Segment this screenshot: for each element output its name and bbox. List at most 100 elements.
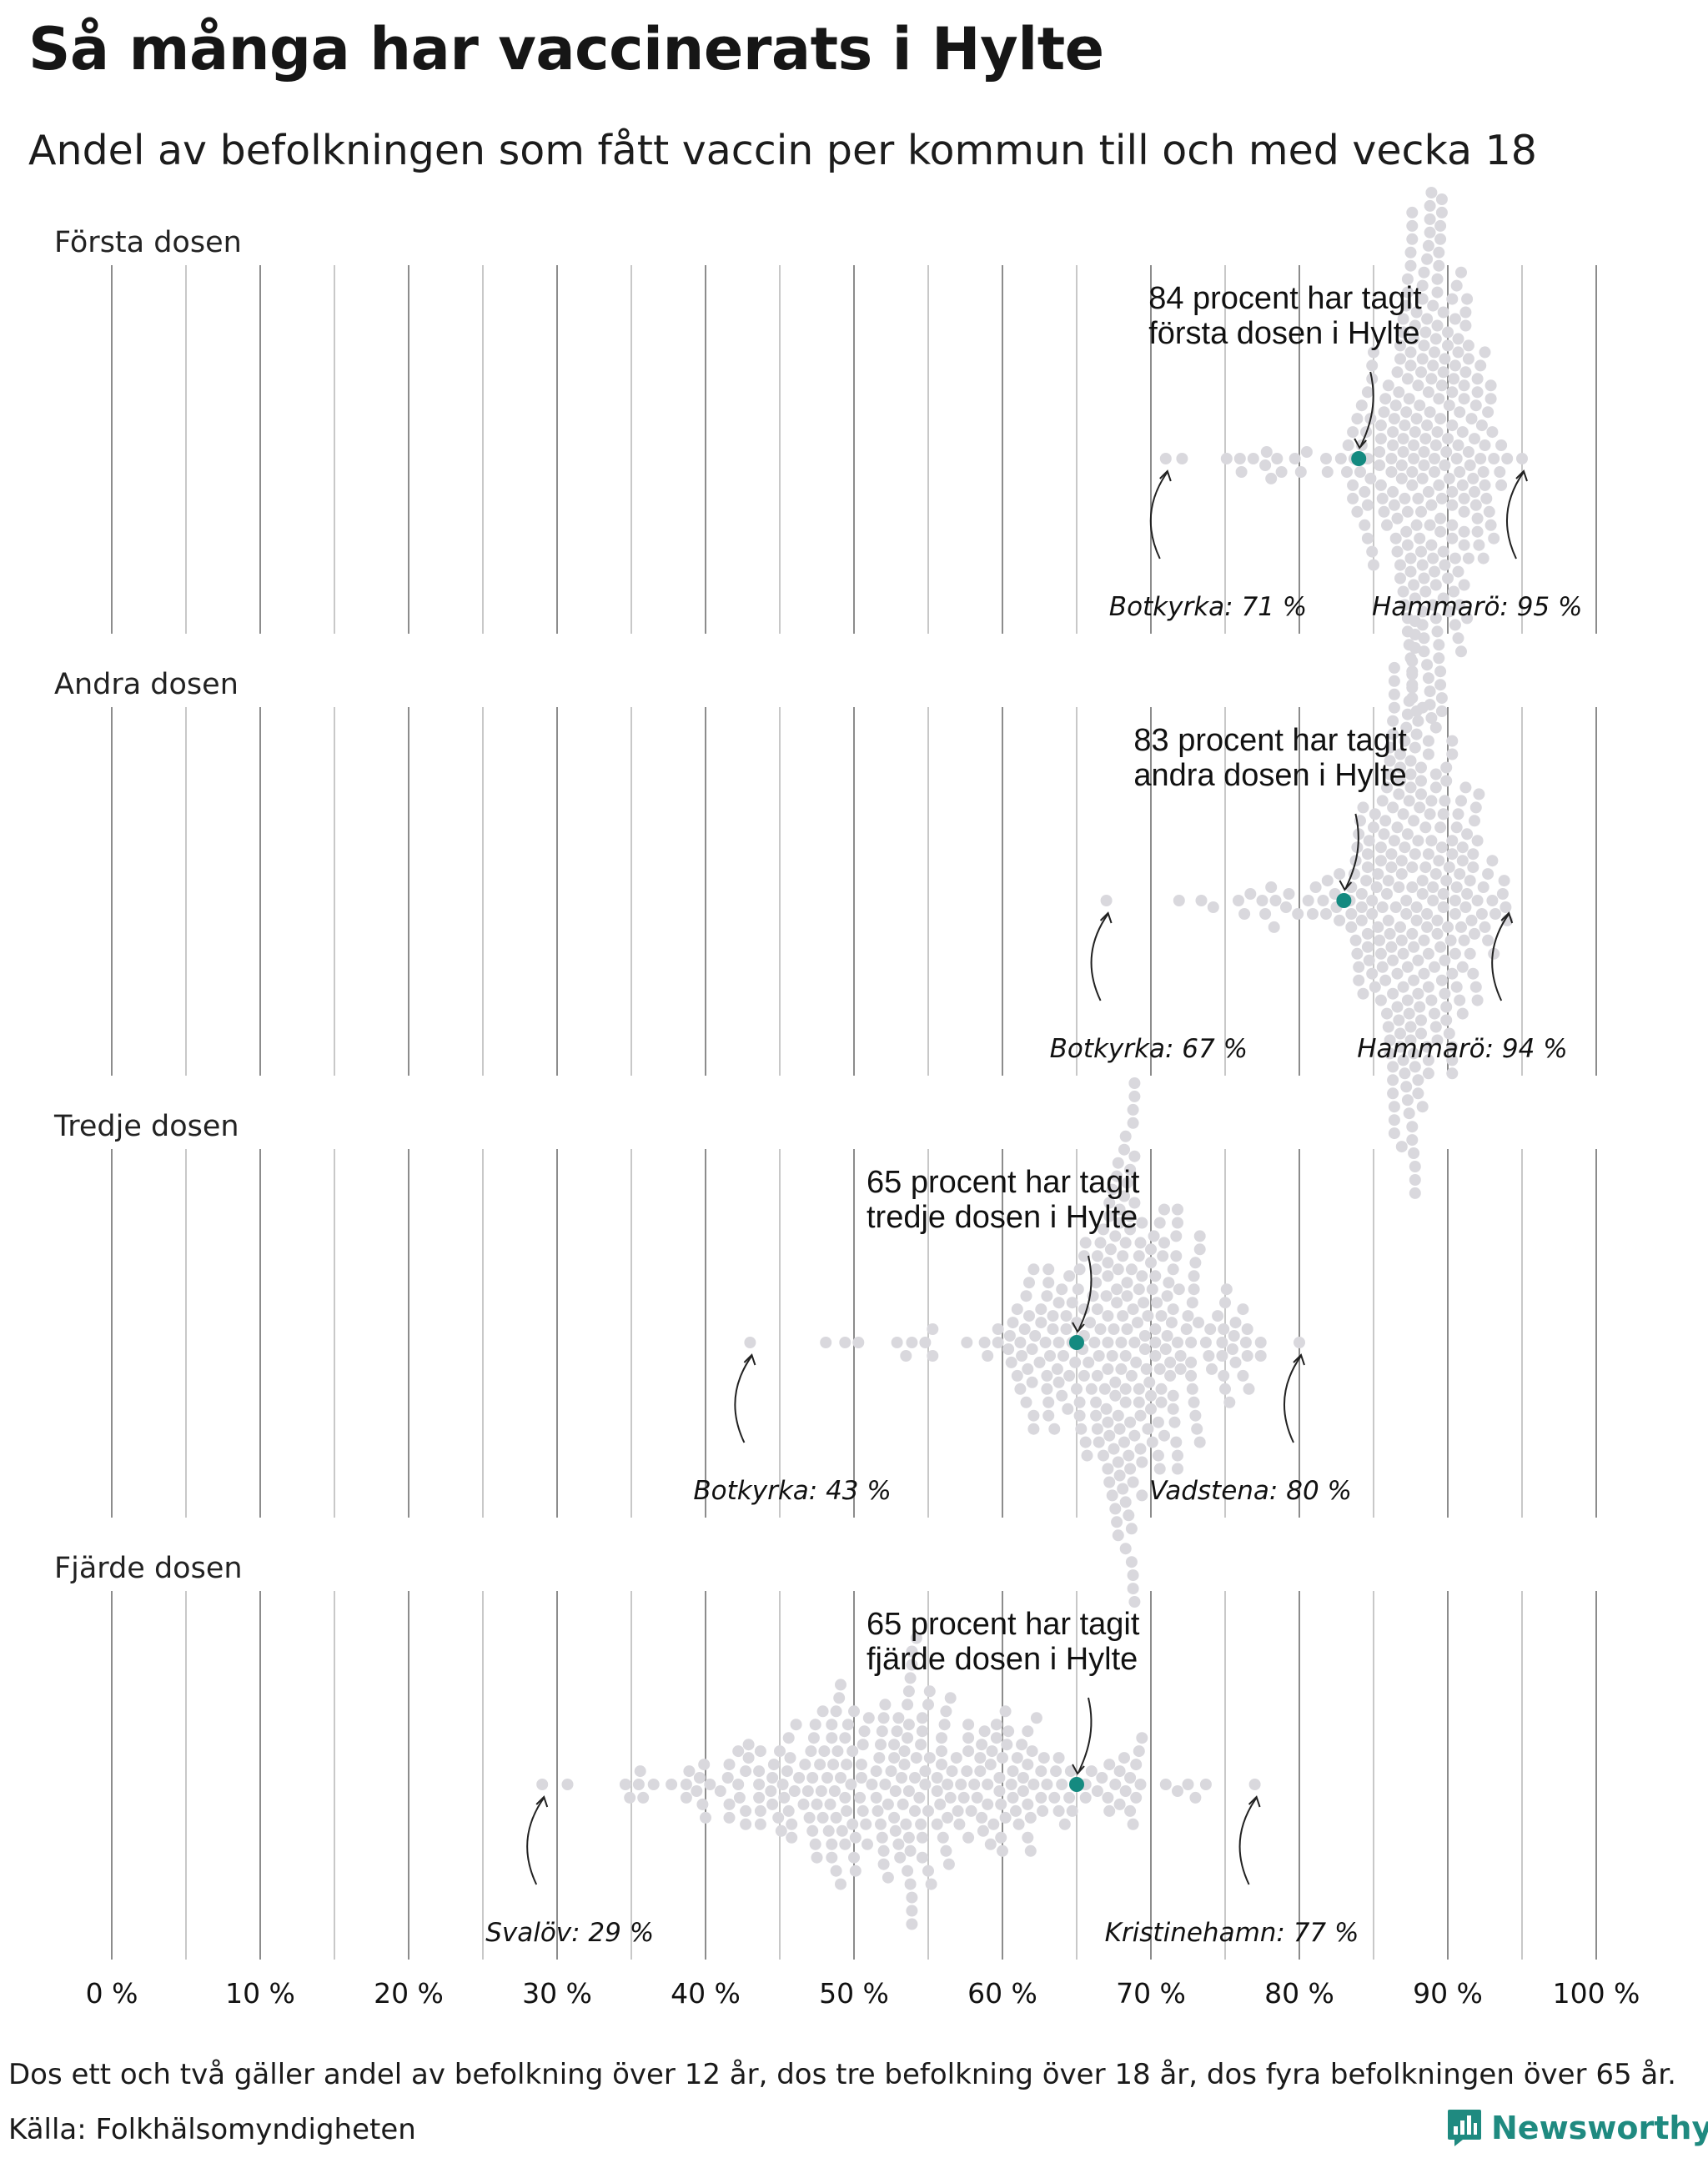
municipality-dot: [1170, 1230, 1183, 1242]
municipality-dot: [1394, 1041, 1406, 1053]
municipality-dot: [1039, 1337, 1052, 1348]
municipality-dot: [1443, 1027, 1455, 1040]
municipality-dot: [1446, 485, 1459, 498]
municipality-dot: [1193, 1436, 1206, 1448]
municipality-dot: [962, 1732, 975, 1744]
municipality-dot: [1434, 512, 1447, 524]
municipality-dot: [1433, 259, 1445, 272]
municipality-dot: [1176, 453, 1188, 464]
municipality-dot: [820, 1337, 832, 1348]
municipality-dot: [1403, 695, 1415, 707]
municipality-dot: [1125, 1523, 1138, 1535]
municipality-dot: [1185, 1369, 1198, 1382]
municipality-dot: [1073, 1396, 1086, 1408]
municipality-dot: [1416, 472, 1429, 484]
municipality-dot: [1410, 519, 1423, 531]
municipality-dot: [1433, 855, 1445, 867]
municipality-dot: [1394, 748, 1406, 760]
municipality-dot: [1419, 821, 1432, 834]
municipality-dot: [536, 1779, 549, 1790]
x-tick-label: 90 %: [1413, 1977, 1483, 2010]
municipality-dot: [1360, 875, 1373, 887]
municipality-dot: [876, 1831, 888, 1844]
brand-name: Newsworthy: [1491, 2110, 1708, 2146]
municipality-dot: [1484, 379, 1497, 392]
municipality-dot: [1153, 1217, 1166, 1229]
municipality-dot: [1439, 795, 1451, 807]
municipality-dot: [1495, 479, 1508, 491]
municipality-dot: [1454, 406, 1466, 419]
municipality-dot: [1471, 525, 1484, 538]
municipality-dot: [1164, 1369, 1177, 1382]
municipality-dot: [1388, 499, 1400, 511]
municipality-dot: [1429, 612, 1442, 625]
municipality-dot: [835, 1772, 846, 1784]
municipality-dot: [1088, 1337, 1101, 1348]
municipality-dot: [1456, 426, 1469, 439]
municipality-dot: [1132, 1317, 1143, 1329]
municipality-dot: [1415, 1014, 1427, 1026]
municipality-dot: [904, 1878, 917, 1890]
municipality-dot: [1364, 472, 1377, 484]
municipality-dot: [1456, 479, 1469, 491]
municipality-dot: [1125, 1556, 1138, 1568]
municipality-dot: [982, 1350, 994, 1362]
municipality-dot: [1024, 1844, 1037, 1857]
municipality-dot: [826, 1838, 838, 1850]
municipality-dot: [1374, 433, 1387, 445]
municipality-dot: [938, 1719, 951, 1731]
municipality-dot: [909, 1804, 921, 1817]
municipality-dot: [916, 1831, 928, 1844]
municipality-dot: [1429, 565, 1440, 578]
municipality-dot: [1347, 426, 1359, 439]
municipality-dot: [902, 1785, 915, 1797]
municipality-dot: [906, 1645, 918, 1658]
municipality-dot: [1431, 426, 1444, 439]
highlight-annotation: första dosen i Hylte: [1148, 316, 1419, 351]
municipality-dot: [1414, 399, 1426, 412]
municipality-dot: [1235, 466, 1248, 478]
municipality-dot: [1022, 1725, 1034, 1738]
municipality-dot: [680, 1779, 692, 1790]
highlight-dot-hylte: [1069, 1777, 1084, 1792]
municipality-dot: [1462, 353, 1474, 365]
municipality-dot: [833, 1692, 846, 1704]
municipality-dot: [857, 1804, 869, 1817]
municipality-dot: [1218, 1323, 1230, 1335]
municipality-dot: [1017, 1785, 1029, 1797]
municipality-dot: [1429, 868, 1442, 881]
municipality-dot: [1173, 1283, 1185, 1296]
municipality-dot: [1467, 848, 1479, 861]
municipality-dot: [1422, 485, 1434, 498]
municipality-dot: [1037, 1804, 1049, 1817]
municipality-dot: [1406, 927, 1419, 940]
municipality-dot: [1191, 1423, 1203, 1435]
municipality-dot: [877, 1844, 890, 1857]
municipality-dot: [1439, 954, 1451, 966]
municipality-dot: [1189, 1791, 1202, 1804]
municipality-dot: [1406, 668, 1419, 680]
municipality-dot: [1007, 1791, 1019, 1804]
municipality-dot: [1174, 1350, 1187, 1362]
highlight-annotation: 84 procent har tagit: [1148, 281, 1422, 316]
municipality-dot: [1119, 1237, 1132, 1249]
municipality-dot: [1294, 466, 1307, 478]
highlight-annotation: tredje dosen i Hylte: [867, 1200, 1138, 1235]
municipality-dot: [1020, 1290, 1032, 1302]
municipality-dot: [1433, 393, 1445, 405]
municipality-dot: [1443, 472, 1455, 484]
municipality-dot: [1401, 994, 1414, 1006]
municipality-dot: [721, 1772, 734, 1784]
municipality-dot: [995, 1831, 1007, 1844]
municipality-dot: [691, 1785, 703, 1797]
municipality-dot: [1440, 875, 1453, 887]
municipality-dot: [916, 1851, 928, 1864]
municipality-dot: [1401, 373, 1414, 385]
municipality-dot: [1388, 1101, 1400, 1113]
municipality-dot: [944, 1692, 957, 1704]
municipality-dot: [870, 1765, 882, 1778]
municipality-dot: [1479, 921, 1491, 933]
municipality-dot: [1155, 1310, 1168, 1322]
municipality-dot: [1229, 1317, 1242, 1329]
